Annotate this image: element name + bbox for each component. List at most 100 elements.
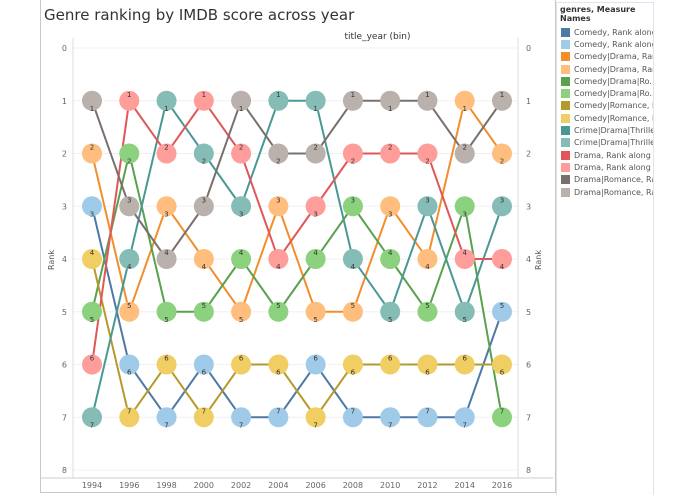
- data-label: 4: [202, 263, 207, 271]
- legend-item[interactable]: Crime|Drama|Thrille..: [557, 124, 653, 136]
- data-label: 1: [202, 91, 206, 99]
- series-point: [417, 90, 438, 111]
- data-label: 7: [351, 407, 355, 415]
- data-label: 2: [164, 144, 168, 152]
- series-point: [82, 249, 102, 269]
- legend-item[interactable]: Comedy|Drama, Ran..: [557, 51, 653, 63]
- legend-swatch: [561, 138, 570, 148]
- series-point: [119, 143, 140, 164]
- series-point: [417, 407, 438, 428]
- data-label: 1: [276, 91, 280, 99]
- series-point: [342, 354, 363, 375]
- data-label: 7: [276, 407, 280, 415]
- data-label: 1: [388, 105, 392, 113]
- y-tick-right: 3: [526, 202, 531, 211]
- data-label: 7: [90, 421, 94, 429]
- legend-item[interactable]: Comedy|Romance, R..: [557, 112, 653, 124]
- legend-item[interactable]: Comedy, Rank along ..: [557, 26, 653, 38]
- legend-item[interactable]: Drama, Rank along t..: [557, 161, 653, 173]
- data-label: 6: [313, 355, 318, 363]
- series-point: [380, 407, 401, 428]
- legend-swatch: [561, 52, 570, 62]
- series-point: [231, 301, 252, 322]
- data-label: 2: [462, 144, 466, 152]
- chart-title: Genre ranking by IMDB score across year: [44, 6, 355, 24]
- data-label: 6: [164, 355, 169, 363]
- series-point: [119, 407, 140, 428]
- x-tick-label: 1998: [156, 481, 176, 490]
- data-label: 4: [164, 249, 169, 257]
- data-label: 3: [276, 196, 280, 204]
- legend-label: Comedy|Drama, Ran..: [574, 52, 653, 62]
- series-point: [82, 143, 102, 164]
- data-label: 6: [276, 369, 281, 377]
- series-line: [91, 153, 503, 418]
- legend-item[interactable]: Comedy, Rank along ..: [557, 38, 653, 50]
- data-label: 1: [425, 91, 429, 99]
- legend-item[interactable]: Drama, Rank along t..: [557, 149, 653, 161]
- legend-item[interactable]: Drama|Romance, Ra..: [557, 186, 653, 198]
- series-point: [193, 407, 214, 428]
- series-point: [268, 90, 289, 111]
- data-label: 7: [164, 421, 168, 429]
- legend-swatch: [561, 175, 570, 185]
- data-label: 5: [239, 316, 243, 324]
- legend-swatch: [561, 39, 570, 49]
- legend-item[interactable]: Crime|Drama|Thrille..: [557, 137, 653, 149]
- data-label: 4: [462, 249, 467, 257]
- data-label: 3: [500, 196, 504, 204]
- legend-swatch: [561, 89, 570, 99]
- y-tick-left: 8: [62, 466, 67, 475]
- series-point: [454, 407, 475, 428]
- legend-item[interactable]: Comedy|Drama|Ro..: [557, 75, 653, 87]
- legend-item[interactable]: Comedy|Drama|Ro..: [557, 87, 653, 99]
- series-point: [342, 301, 363, 322]
- data-label: 6: [127, 369, 132, 377]
- legend-swatch: [561, 162, 570, 172]
- data-label: 1: [500, 91, 504, 99]
- series-point: [193, 90, 214, 111]
- series-point: [380, 143, 401, 164]
- data-label: 6: [351, 369, 356, 377]
- series-point: [305, 354, 326, 375]
- series-point: [268, 354, 289, 375]
- legend-item[interactable]: Comedy|Drama, Ran..: [557, 63, 653, 75]
- series-point: [268, 143, 289, 164]
- x-tick-label: 2008: [343, 481, 363, 490]
- series-point: [492, 354, 512, 375]
- y-tick-left: 4: [62, 255, 67, 264]
- legend-item[interactable]: Comedy|Romance, R..: [557, 100, 653, 112]
- data-label: 4: [313, 249, 318, 257]
- series-point: [82, 354, 102, 375]
- data-label: 6: [239, 355, 244, 363]
- data-label: 3: [313, 210, 317, 218]
- series-point: [193, 196, 214, 217]
- series-point: [231, 90, 252, 111]
- y-tick-left: 0: [62, 44, 67, 53]
- data-label: 4: [276, 263, 281, 271]
- data-label: 2: [276, 158, 280, 166]
- data-label: 2: [425, 158, 429, 166]
- data-label: 7: [239, 421, 243, 429]
- series-point: [305, 249, 326, 269]
- legend-swatch: [561, 187, 570, 197]
- series-point: [492, 143, 512, 164]
- y-axis-title-right: Rank: [534, 250, 543, 270]
- data-label: 3: [425, 196, 429, 204]
- series-point: [231, 196, 252, 217]
- data-label: 2: [202, 158, 206, 166]
- legend-item[interactable]: Drama|Romance, Ra..: [557, 174, 653, 186]
- legend-swatch: [561, 113, 570, 123]
- legend-label: Crime|Drama|Thrille..: [574, 138, 653, 148]
- series-point: [305, 196, 326, 217]
- worksheet-frame: [40, 0, 556, 493]
- data-label: 5: [425, 302, 429, 310]
- x-tick-label: 1994: [82, 481, 102, 490]
- data-label: 2: [388, 144, 392, 152]
- data-label: 2: [127, 158, 131, 166]
- series-point: [231, 143, 252, 164]
- series-point: [156, 90, 177, 111]
- y-tick-right: 0: [526, 44, 531, 53]
- series-point: [231, 249, 252, 269]
- data-label: 6: [202, 369, 207, 377]
